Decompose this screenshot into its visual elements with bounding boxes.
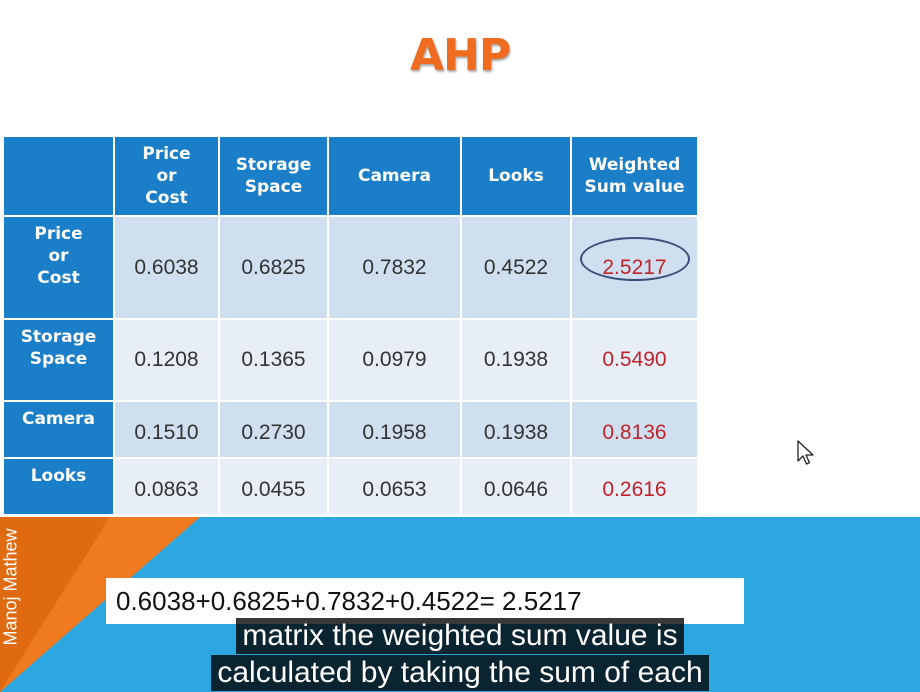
subtitle-text: matrix the weighted sum value is xyxy=(236,618,684,654)
cell-value: 0.1510 xyxy=(113,400,220,459)
cell-value: 0.0653 xyxy=(327,457,462,516)
weighted-sum-value: 0.8136 xyxy=(570,400,699,459)
weighted-sum-cell: 2.5217 xyxy=(570,215,699,320)
cell-value: 0.0455 xyxy=(218,457,329,516)
header-storage-space: Storage Space xyxy=(218,135,329,217)
table-row: Looks 0.0863 0.0455 0.0653 0.0646 0.2616 xyxy=(2,457,699,516)
table-row: Price or Cost 0.6038 0.6825 0.7832 0.4522 … xyxy=(2,215,699,320)
weighted-sum-value: 0.2616 xyxy=(570,457,699,516)
header-corner-cell xyxy=(2,135,115,217)
cell-value: 0.2730 xyxy=(218,400,329,459)
cell-value: 0.6825 xyxy=(218,215,329,320)
weighted-sum-value: 0.5490 xyxy=(570,318,699,402)
mouse-cursor-icon xyxy=(797,440,814,465)
ahp-matrix-table: Price or Cost Storage Space Camera Looks We… xyxy=(2,135,699,516)
row-label-looks: Looks xyxy=(2,457,115,516)
sum-formula: 0.6038+0.6825+0.7832+0.4522= 2.5217 xyxy=(106,578,744,624)
header-price-or-cost: Price or Cost xyxy=(113,135,220,217)
highlight-ellipse xyxy=(580,236,691,281)
header-camera: Camera xyxy=(327,135,462,217)
row-label-storage-space: Storage Space xyxy=(2,318,115,402)
header-looks: Looks xyxy=(460,135,572,217)
row-label-camera: Camera xyxy=(2,400,115,459)
cell-value: 0.1365 xyxy=(218,318,329,402)
circled-weighted-sum: 2.5217 xyxy=(580,236,691,281)
cell-value: 0.7832 xyxy=(327,215,462,320)
cell-value: 0.1938 xyxy=(460,318,572,402)
slide-title: AHP xyxy=(409,30,511,81)
header-weighted-sum-value: Weighted Sum value xyxy=(570,135,699,217)
cell-value: 0.6038 xyxy=(113,215,220,320)
cell-value: 0.4522 xyxy=(460,215,572,320)
row-label-price-or-cost: Price or Cost xyxy=(2,215,115,320)
cell-value: 0.1208 xyxy=(113,318,220,402)
cell-value: 0.0979 xyxy=(327,318,462,402)
subtitle-line-2: calculated by taking the sum of each xyxy=(0,655,920,691)
cell-value: 0.0863 xyxy=(113,457,220,516)
table-header-row: Price or Cost Storage Space Camera Looks We… xyxy=(2,135,699,217)
subtitle-line-1: matrix the weighted sum value is xyxy=(0,618,920,654)
table-row: Camera 0.1510 0.2730 0.1958 0.1938 0.813… xyxy=(2,400,699,459)
subtitle-text: calculated by taking the sum of each xyxy=(211,655,709,691)
cell-value: 0.0646 xyxy=(460,457,572,516)
cell-value: 0.1958 xyxy=(327,400,462,459)
cell-value: 0.1938 xyxy=(460,400,572,459)
table-row: Storage Space 0.1208 0.1365 0.0979 0.1938… xyxy=(2,318,699,402)
